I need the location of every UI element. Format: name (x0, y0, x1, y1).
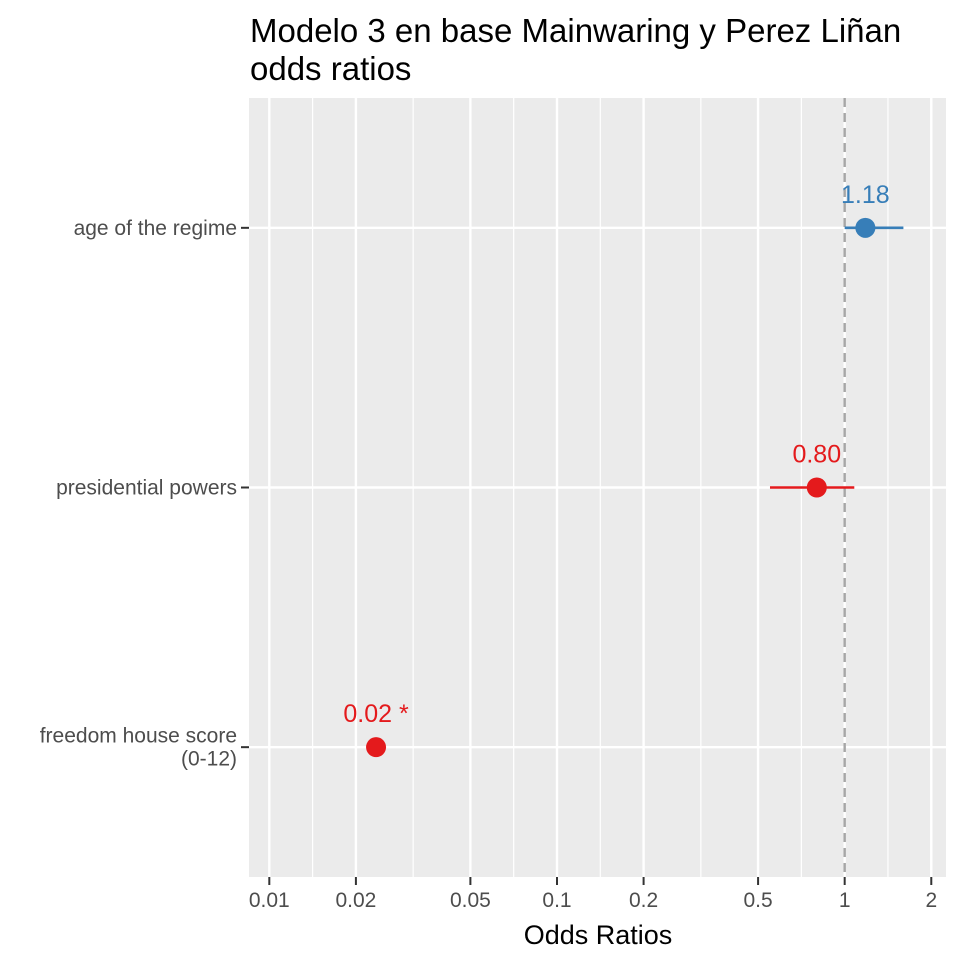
y-tick-label-2-0: freedom house score (40, 725, 237, 748)
x-axis: 0.01 0.02 0.05 0.1 0.2 0.5 1 2 (249, 877, 937, 912)
x-tick-label-4: 0.2 (629, 889, 658, 912)
point-2 (366, 737, 387, 758)
point-0 (855, 217, 876, 238)
x-tick-label-0: 0.01 (249, 889, 290, 912)
data-label-1: 0.80 (792, 441, 841, 469)
y-tick-label-1-0: presidential powers (56, 477, 237, 500)
y-tick-label-0-0: age of the regime (74, 217, 237, 240)
x-tick-label-5: 0.5 (743, 889, 772, 912)
x-tick-label-6: 1 (839, 889, 851, 912)
x-tick-label-7: 2 (925, 889, 937, 912)
data-marks: 1.18 0.80 0.02 * (343, 181, 904, 758)
chart-title-line-1: Modelo 3 en base Mainwaring y Perez Liña… (250, 12, 901, 49)
x-tick-label-2: 0.05 (450, 889, 491, 912)
chart-title-line-2: odds ratios (250, 50, 411, 87)
x-tick-label-3: 0.1 (542, 889, 571, 912)
x-axis-title: Odds Ratios (524, 920, 673, 950)
y-tick-label-2-1: (0-12) (181, 748, 237, 771)
data-label-2: 0.02 * (343, 700, 409, 728)
point-1 (806, 477, 827, 498)
x-tick-label-1: 0.02 (335, 889, 376, 912)
data-label-0: 1.18 (841, 181, 890, 209)
y-axis: age of the regime presidential powers free… (40, 217, 249, 771)
